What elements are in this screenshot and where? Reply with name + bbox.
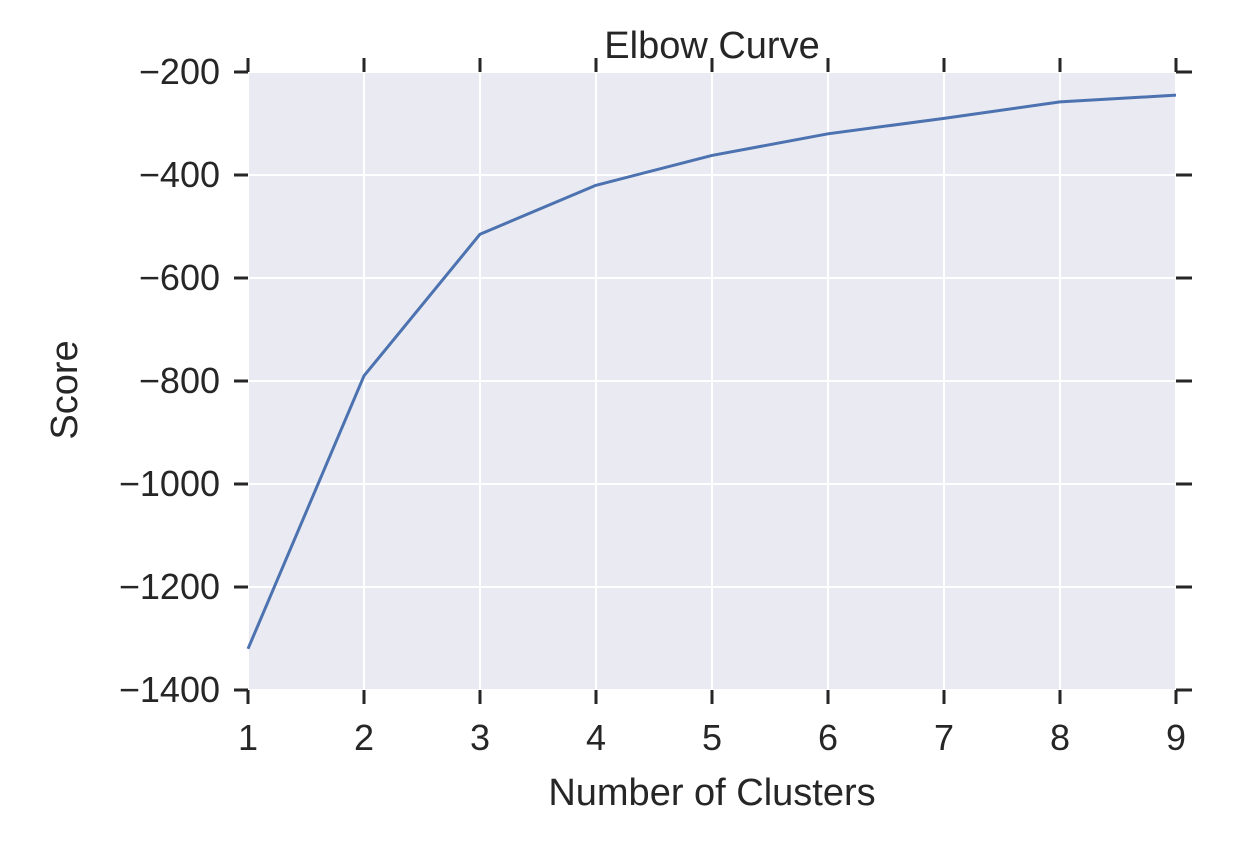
x-tick-label: 1 bbox=[238, 717, 258, 758]
y-tick-label: −200 bbox=[139, 51, 220, 92]
x-tick-label: 9 bbox=[1166, 717, 1186, 758]
y-tick-label: −1200 bbox=[119, 566, 220, 607]
x-tick-label: 8 bbox=[1050, 717, 1070, 758]
x-tick-label: 4 bbox=[586, 717, 606, 758]
x-tick-labels: 1 2 3 4 5 6 7 8 9 bbox=[238, 717, 1186, 758]
x-tick-label: 5 bbox=[702, 717, 722, 758]
y-tick-label: −1000 bbox=[119, 463, 220, 504]
chart-title: Elbow Curve bbox=[604, 25, 819, 67]
series-line bbox=[246, 93, 1177, 650]
x-tick-label: 6 bbox=[818, 717, 838, 758]
y-tick-label: −1400 bbox=[119, 669, 220, 710]
y-tick-label: −400 bbox=[139, 154, 220, 195]
x-tick-label: 3 bbox=[470, 717, 490, 758]
y-tick-label: −600 bbox=[139, 257, 220, 298]
tick-marks bbox=[234, 58, 1192, 704]
x-axis-title: Number of Clusters bbox=[548, 772, 875, 814]
x-tick-label: 2 bbox=[354, 717, 374, 758]
y-tick-label: −800 bbox=[139, 360, 220, 401]
x-tick-label: 7 bbox=[934, 717, 954, 758]
y-axis-title: Score bbox=[44, 340, 86, 439]
y-tick-labels: −200 −400 −600 −800 −1000 −1200 −1400 bbox=[119, 51, 220, 710]
